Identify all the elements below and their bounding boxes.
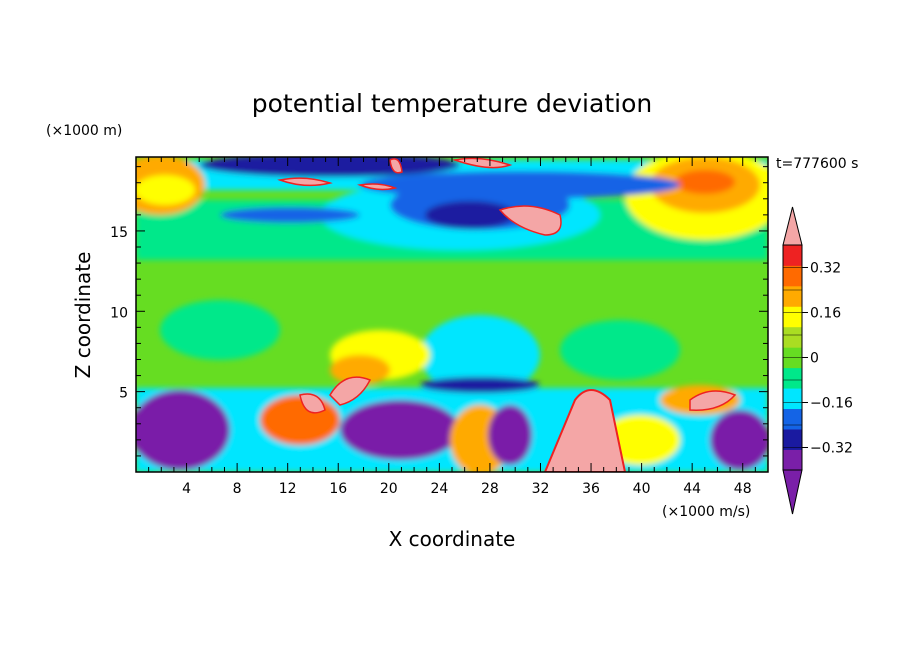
field-purple-lower bbox=[488, 405, 532, 465]
field-teal-mid bbox=[560, 320, 680, 380]
colorbar-segment bbox=[783, 265, 802, 287]
x-tick-label: 28 bbox=[481, 481, 499, 497]
x-tick-label: 12 bbox=[279, 481, 297, 497]
x-tick-label: 48 bbox=[734, 481, 752, 497]
x-axis-ticks: 4 8 12 16 20 24 28 32 36 40 44 48 bbox=[148, 157, 756, 497]
y-tick-label: 5 bbox=[119, 386, 128, 402]
x-tick-label: 44 bbox=[683, 481, 701, 497]
x-tick-label: 24 bbox=[430, 481, 448, 497]
y-axis-label: Z coordinate bbox=[71, 252, 95, 379]
field-navy-center bbox=[425, 201, 515, 229]
colorbar-segment bbox=[783, 408, 802, 430]
field-blue-left bbox=[220, 207, 360, 223]
y-axis-ticks: 5 10 15 bbox=[110, 166, 768, 457]
colorbar-segment bbox=[783, 388, 802, 410]
field-pink-mid bbox=[329, 376, 372, 406]
field-pink-streak bbox=[277, 177, 333, 187]
colorbar-segment bbox=[783, 245, 802, 266]
y-unit-label: (×1000 m) bbox=[46, 123, 122, 139]
colorbar-segment bbox=[783, 429, 802, 450]
chart-title: potential temperature deviation bbox=[252, 89, 652, 118]
colorbar-segment bbox=[783, 449, 802, 471]
colorbar-segment bbox=[783, 306, 802, 328]
field-blue-top bbox=[360, 171, 680, 199]
colorbar-under-triangle bbox=[782, 469, 803, 515]
field-orange-mid bbox=[330, 355, 390, 385]
x-tick-label: 16 bbox=[329, 481, 347, 497]
field-purple-right bbox=[710, 410, 768, 470]
field-pink-right bbox=[689, 390, 737, 411]
field-pink-plume bbox=[543, 389, 627, 472]
colorbar-label: −0.16 bbox=[810, 396, 853, 412]
field-pink-upper bbox=[498, 205, 562, 236]
colorbar-segment bbox=[783, 326, 802, 348]
x-unit-label: (×1000 m/s) bbox=[662, 504, 750, 520]
x-tick-label: 32 bbox=[532, 481, 550, 497]
colorbar-segment bbox=[783, 367, 802, 389]
field-teal-left bbox=[160, 300, 280, 360]
field-yellow-left bbox=[136, 175, 195, 205]
y-tick-label: 10 bbox=[110, 305, 128, 321]
contour-field bbox=[136, 157, 768, 472]
time-label: t=777600 s bbox=[776, 156, 858, 172]
field-purple-left bbox=[136, 390, 230, 470]
colorbar-segment bbox=[783, 285, 802, 307]
field-red-right bbox=[675, 170, 735, 194]
colorbar-label: 0.16 bbox=[810, 306, 841, 322]
field-pink-streak-2 bbox=[357, 183, 398, 191]
x-axis-label: X coordinate bbox=[389, 527, 516, 551]
field-pink-top-left bbox=[389, 158, 403, 174]
field-purple-center bbox=[340, 400, 460, 460]
x-tick-label: 4 bbox=[182, 481, 191, 497]
field-cyan-mid bbox=[420, 315, 540, 395]
colorbar-label: −0.32 bbox=[810, 441, 853, 457]
x-tick-label: 40 bbox=[633, 481, 651, 497]
colorbar-label: 0.32 bbox=[810, 261, 841, 277]
x-tick-label: 20 bbox=[380, 481, 398, 497]
colorbar-label: 0 bbox=[810, 351, 819, 367]
field-navy-lid bbox=[420, 377, 540, 393]
field-pink-small bbox=[299, 393, 326, 414]
x-tick-label: 8 bbox=[233, 481, 242, 497]
colorbar-over-triangle bbox=[782, 206, 803, 246]
field-red-lower bbox=[260, 395, 340, 445]
x-tick-label: 36 bbox=[582, 481, 600, 497]
colorbar: 0.32 0.16 0 −0.16 −0.32 bbox=[782, 206, 853, 515]
y-tick-label: 15 bbox=[110, 225, 128, 241]
field-pink-top bbox=[452, 157, 513, 169]
